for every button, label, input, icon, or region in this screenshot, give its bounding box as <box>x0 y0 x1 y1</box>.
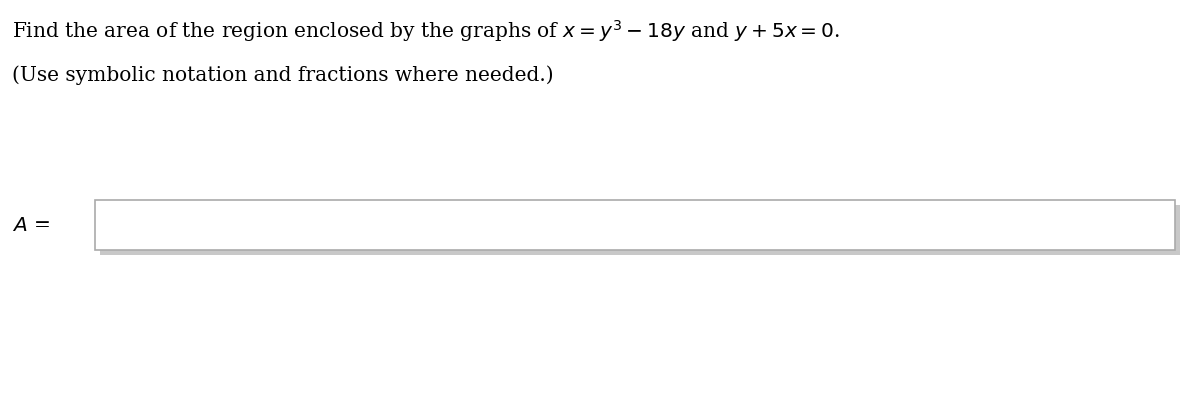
FancyBboxPatch shape <box>100 205 1180 255</box>
FancyBboxPatch shape <box>95 200 1175 250</box>
Text: Find the area of the region enclosed by the graphs of $x = y^3 - 18y$ and $y + 5: Find the area of the region enclosed by … <box>12 18 840 44</box>
Text: $A$ =: $A$ = <box>12 216 50 234</box>
Text: (Use symbolic notation and fractions where needed.): (Use symbolic notation and fractions whe… <box>12 65 553 85</box>
